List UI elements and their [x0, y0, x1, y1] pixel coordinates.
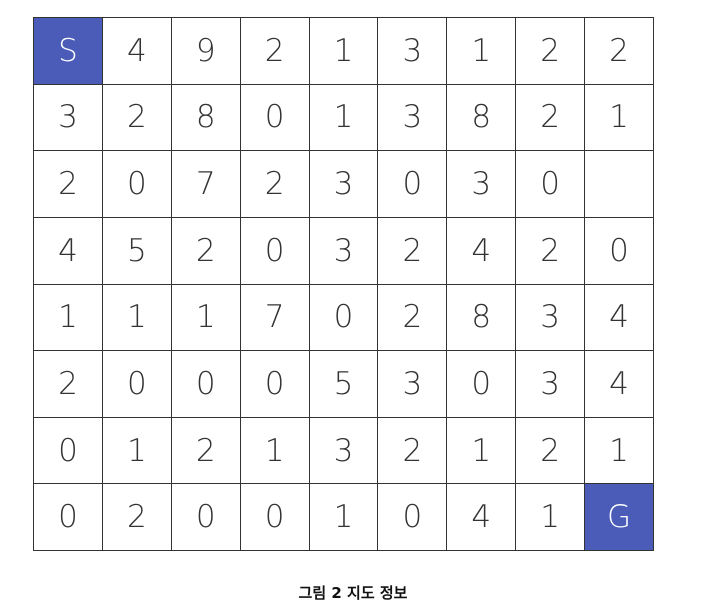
grid-cell: 9: [171, 18, 241, 85]
grid-cell: 0: [309, 284, 379, 352]
empty-cell: [585, 151, 654, 218]
grid-cell: 0: [171, 484, 241, 551]
grid-cell: 1: [309, 18, 379, 85]
grid-cell: 1: [102, 417, 172, 485]
grid-cell: 4: [447, 484, 517, 551]
grid-cell: 0: [240, 217, 310, 285]
grid-cell: 3: [378, 84, 448, 152]
grid-cell: 0: [378, 151, 448, 218]
grid-cell: 4: [447, 217, 517, 285]
grid-cell: 3: [447, 151, 517, 218]
grid-cell: 0: [102, 151, 172, 218]
grid-cell: 3: [34, 84, 103, 152]
grid-cell: 0: [171, 351, 241, 418]
grid-cell: 1: [447, 18, 517, 85]
grid-cell: 2: [34, 351, 103, 418]
grid-cell: 2: [171, 217, 241, 285]
grid-cell: 0: [447, 351, 517, 418]
grid-cell: 1: [240, 417, 310, 485]
grid-cell: 2: [102, 484, 172, 551]
grid-cell: 5: [102, 217, 172, 285]
grid-cell: 0: [34, 484, 103, 551]
grid-cell: 8: [447, 284, 517, 352]
grid-cell: 2: [516, 84, 586, 152]
goal-cell: G: [585, 484, 654, 551]
grid-cell: 2: [240, 18, 310, 85]
grid-cell: 1: [34, 284, 103, 352]
grid-cell: 0: [516, 151, 586, 218]
grid-cell: 3: [378, 18, 448, 85]
grid-cell: 3: [516, 351, 586, 418]
grid-cell: 4: [585, 351, 654, 418]
grid-cell: 1: [516, 484, 586, 551]
grid-cell: 0: [240, 351, 310, 418]
start-cell: S: [34, 18, 103, 85]
grid-cell: 0: [240, 484, 310, 551]
grid-cell: 5: [309, 351, 379, 418]
grid-cell: 0: [34, 417, 103, 485]
figure-caption: 그림 2 지도 정보: [298, 584, 408, 602]
grid-cell: 7: [240, 284, 310, 352]
grid-cell: 1: [309, 84, 379, 152]
grid-cell: 0: [378, 484, 448, 551]
grid-cell: 2: [378, 217, 448, 285]
grid-cell: 1: [102, 284, 172, 352]
grid-cell: 2: [171, 417, 241, 485]
grid-cell: 2: [378, 417, 448, 485]
grid-cell: 1: [585, 417, 654, 485]
grid-cell: 7: [171, 151, 241, 218]
grid-cell: 0: [102, 351, 172, 418]
grid-cell: 2: [516, 217, 586, 285]
grid-cell: 3: [309, 417, 379, 485]
grid-cell: 1: [585, 84, 654, 152]
grid-cell: 1: [447, 417, 517, 485]
grid-cell: 2: [102, 84, 172, 152]
grid-cell: 4: [585, 284, 654, 352]
grid-cell: 2: [34, 151, 103, 218]
grid-cell: 4: [102, 18, 172, 85]
grid-cell: 4: [34, 217, 103, 285]
grid-cell: 3: [378, 351, 448, 418]
grid-cell: 2: [240, 151, 310, 218]
grid-cell: 8: [447, 84, 517, 152]
grid-cell: 2: [516, 18, 586, 85]
grid-cell: 3: [516, 284, 586, 352]
grid-cell: 1: [171, 284, 241, 352]
grid-cell: 2: [585, 18, 654, 85]
grid-cell: 2: [378, 284, 448, 352]
grid-cell: 8: [171, 84, 241, 152]
grid-cell: 0: [585, 217, 654, 285]
grid-cell: 3: [309, 151, 379, 218]
grid-cell: 0: [240, 84, 310, 152]
grid-cell: 1: [309, 484, 379, 551]
grid-cell: 2: [516, 417, 586, 485]
grid-cell: 3: [309, 217, 379, 285]
